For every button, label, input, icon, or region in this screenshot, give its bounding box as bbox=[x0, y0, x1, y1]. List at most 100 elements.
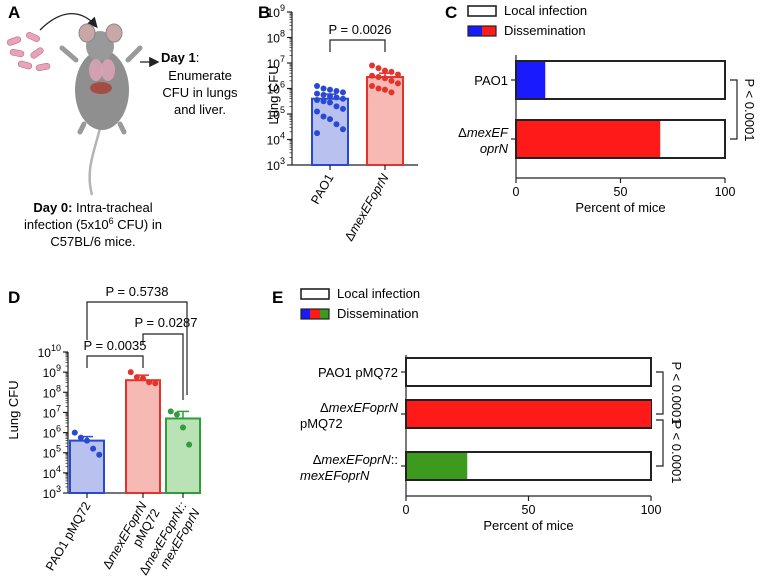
data-point bbox=[314, 90, 321, 97]
panel-label-c: C bbox=[445, 3, 457, 22]
y-tick-label-line2: mexEFoprN bbox=[300, 468, 370, 483]
panel-label-e: E bbox=[272, 288, 283, 307]
legend-swatch-local bbox=[467, 5, 497, 17]
bar-dissemination-0 bbox=[517, 62, 546, 98]
legend-swatch-dissem-c bbox=[310, 309, 320, 319]
y-tick-label: PAO1 bbox=[474, 73, 508, 88]
data-point bbox=[84, 437, 90, 444]
data-point bbox=[339, 95, 346, 102]
data-point bbox=[394, 71, 401, 78]
x-axis-label: Percent of mice bbox=[575, 200, 665, 215]
data-point bbox=[369, 62, 376, 69]
y-tick-label: ΔmexEF bbox=[458, 125, 509, 140]
data-point bbox=[146, 379, 153, 386]
data-point bbox=[339, 89, 346, 96]
data-point bbox=[388, 89, 395, 96]
data-point bbox=[173, 411, 180, 418]
data-point bbox=[71, 429, 78, 436]
data-point bbox=[327, 93, 333, 100]
y-tick-label: 105 bbox=[267, 105, 285, 122]
x-tick-label: PAO1 pMQ72 bbox=[43, 499, 94, 573]
chart-b-ylabel: Lung CFU bbox=[266, 65, 281, 124]
bacteria-icon bbox=[6, 32, 51, 71]
data-point bbox=[369, 82, 376, 89]
y-tick-label: 108 bbox=[267, 29, 285, 46]
data-point bbox=[77, 434, 84, 441]
legend-label-local: Local infection bbox=[504, 3, 587, 18]
x-tick-label: 0 bbox=[513, 185, 520, 199]
p-value-annotation: P = 0.0035 bbox=[83, 338, 146, 353]
x-axis-label: Percent of mice bbox=[483, 518, 573, 533]
legend-swatch-dissem-b bbox=[482, 26, 496, 36]
x-tick-label: 50 bbox=[522, 503, 536, 517]
x-tick-label: 50 bbox=[614, 185, 628, 199]
data-point bbox=[314, 96, 321, 103]
data-point bbox=[394, 80, 401, 87]
data-point bbox=[375, 74, 382, 81]
day1-text: Day 1: bbox=[161, 50, 199, 65]
chart-e: Local infection Dissemination 0 50 100 Percen… bbox=[300, 286, 684, 533]
y-tick-label: 109 bbox=[43, 363, 61, 380]
data-point bbox=[388, 77, 395, 84]
p-value-annotation: P < 0.0001 bbox=[669, 420, 684, 483]
data-point bbox=[320, 98, 327, 105]
panel-c: C Local infection Dissemination 0 50 100 Perc… bbox=[445, 3, 757, 215]
y-tick-label: 107 bbox=[267, 54, 285, 71]
data-point bbox=[140, 375, 146, 382]
data-point bbox=[382, 86, 388, 93]
legend-label-dissemination: Dissemination bbox=[337, 306, 419, 321]
data-point bbox=[333, 88, 340, 95]
p-value-annotation: P = 0.5738 bbox=[105, 284, 168, 299]
y-tick-label: 108 bbox=[43, 383, 61, 400]
bar-dissemination-1 bbox=[407, 401, 651, 427]
panel-d: D Lung CFU 103 104 105 106 107 108 109 1010 PAO1… bbox=[6, 284, 203, 578]
x-tick-label: 0 bbox=[403, 503, 410, 517]
data-point bbox=[90, 445, 97, 452]
data-point bbox=[186, 441, 193, 448]
infection-arrow-icon bbox=[39, 13, 98, 31]
y-tick-label: 1010 bbox=[38, 343, 61, 360]
legend-swatch-dissem-a bbox=[301, 309, 315, 319]
day0-line-1: Day 0: Intra-tracheal bbox=[33, 200, 152, 215]
data-point bbox=[96, 451, 103, 458]
data-point bbox=[327, 116, 333, 123]
y-tick-label: 103 bbox=[267, 156, 285, 173]
bar-dissemination-2 bbox=[407, 453, 468, 479]
data-point bbox=[320, 91, 327, 98]
data-point bbox=[388, 68, 395, 75]
bar-1 bbox=[125, 379, 161, 495]
data-point bbox=[127, 369, 134, 376]
y-tick-label: 107 bbox=[43, 403, 61, 420]
bar-local-0 bbox=[405, 357, 652, 387]
panel-a: A Day 1: Enumerate CFU bbox=[6, 3, 238, 249]
day1-line-1: Enumerate bbox=[168, 68, 232, 83]
y-tick-label: 109 bbox=[267, 3, 285, 20]
chart-c: Local infection Dissemination 0 50 100 Percen… bbox=[458, 3, 757, 215]
legend-label-dissemination: Dissemination bbox=[504, 23, 586, 38]
y-tick-label: ΔmexEFoprN:: bbox=[313, 452, 398, 467]
p-value-annotation: P < 0.0001 bbox=[669, 361, 684, 424]
legend-label-local: Local infection bbox=[337, 286, 420, 301]
data-point bbox=[382, 75, 388, 82]
x-tick-label: 100 bbox=[715, 185, 736, 199]
chart-d-ylabel: Lung CFU bbox=[6, 380, 21, 439]
data-point bbox=[314, 130, 321, 137]
data-point bbox=[382, 67, 388, 74]
y-tick-label: PAO1 pMQ72 bbox=[318, 365, 398, 380]
legend-swatch-dissem-a bbox=[468, 26, 482, 36]
y-tick-label: 104 bbox=[43, 464, 61, 481]
y-tick-label: 103 bbox=[43, 484, 61, 501]
data-point bbox=[320, 85, 327, 92]
data-point bbox=[314, 108, 321, 115]
data-point bbox=[333, 103, 340, 110]
y-tick-label: ΔmexEFoprN bbox=[320, 400, 399, 415]
panel-label-d: D bbox=[8, 288, 20, 307]
p-value-annotation: P = 0.0026 bbox=[328, 22, 391, 37]
panel-e: E Local infection Dissemination 0 50 100 Perc… bbox=[272, 286, 684, 533]
data-point bbox=[375, 85, 382, 92]
day0-line-2: infection (5x106 CFU) in bbox=[24, 216, 162, 232]
data-point bbox=[369, 72, 376, 79]
